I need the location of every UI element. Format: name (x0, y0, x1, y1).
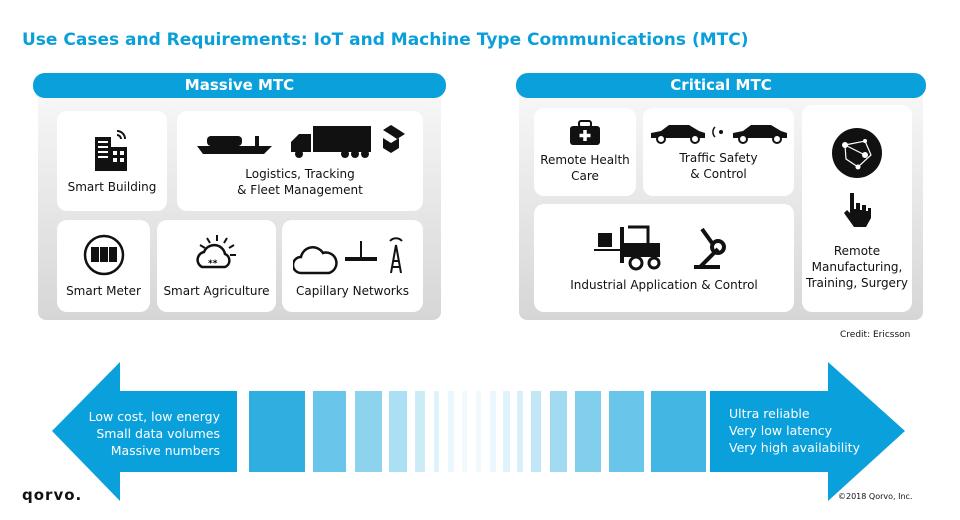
card-capillary-networks: Capillary Networks (282, 220, 423, 312)
ship-icon (197, 136, 272, 154)
card-smart-meter: Smart Meter (57, 220, 150, 312)
card-remote-health-care: Remote Health Care (534, 108, 636, 196)
page-title: Use Cases and Requirements: IoT and Mach… (22, 30, 749, 50)
stripe (651, 391, 706, 472)
stripe (550, 391, 567, 472)
robot-arm-icon (694, 227, 726, 269)
massive-requirements: Low cost, low energy Small data volumes … (60, 408, 220, 459)
smart-building-icon (95, 130, 127, 171)
globe-network-icon (832, 127, 882, 178)
card-label: Remote Health Care (540, 153, 630, 183)
requirement: Very high availability (729, 440, 860, 455)
card-label: Smart Building (67, 180, 157, 194)
box-icon (383, 125, 405, 153)
stripe (448, 391, 454, 472)
stripe (517, 391, 523, 472)
stripe (462, 391, 467, 472)
stripe (531, 391, 541, 472)
image-credit: Credit: Ericsson (840, 330, 911, 340)
copyright: ©2018 Qorvo, Inc. (838, 492, 913, 501)
card-label: Traffic Safety & Control (679, 151, 758, 181)
stripe (434, 391, 439, 472)
gradient-stripes (249, 391, 706, 472)
hand-pointer-icon (844, 192, 871, 227)
stripe (249, 391, 305, 472)
weather-icon: ** (195, 235, 236, 269)
right-arrow (710, 362, 905, 501)
stripe (575, 391, 601, 472)
logistics-icons (197, 125, 405, 158)
stripe (503, 391, 510, 472)
card-logistics: Logistics, Tracking & Fleet Management (177, 111, 423, 211)
card-label: Logistics, Tracking & Fleet Management (237, 167, 363, 197)
requirement: Small data volumes (96, 426, 220, 441)
card-industrial-application: Industrial Application & Control (534, 204, 794, 312)
svg-text:**: ** (208, 259, 218, 269)
network-icons (292, 237, 403, 275)
stripe (490, 391, 496, 472)
card-label: Capillary Networks (296, 284, 409, 298)
stripe (313, 391, 346, 472)
forklift-icon (594, 225, 661, 271)
card-label: Industrial Application & Control (570, 278, 758, 292)
requirement: Massive numbers (110, 443, 220, 458)
connected-cars-icon (650, 125, 787, 144)
industrial-icons (594, 225, 726, 271)
stripe (476, 391, 481, 472)
critical-mtc-header: Critical MTC (516, 73, 926, 98)
requirement: Ultra reliable (729, 406, 810, 421)
smart-meter-icon (83, 234, 124, 276)
card-label: Smart Agriculture (163, 284, 270, 298)
stripe (609, 391, 644, 472)
card-remote-manufacturing: Remote Manufacturing, Training, Surgery (802, 105, 912, 312)
qorvo-logo: qorvo. (22, 486, 83, 504)
card-label: Remote Manufacturing, Training, Surgery (806, 243, 908, 290)
truck-icon (291, 126, 371, 158)
card-smart-agriculture: ** Smart Agriculture (157, 220, 276, 312)
stripe (355, 391, 382, 472)
stripe (389, 391, 407, 472)
spectrum-arrow (52, 362, 905, 501)
left-arrow (52, 362, 237, 501)
requirement: Very low latency (729, 423, 833, 438)
card-traffic-safety: Traffic Safety & Control (643, 108, 794, 196)
critical-requirements: Ultra reliable Very low latency Very hig… (729, 405, 889, 456)
card-label: Smart Meter (66, 284, 141, 298)
first-aid-kit-icon (570, 120, 600, 145)
massive-mtc-header: Massive MTC (33, 73, 446, 98)
stripe (415, 391, 425, 472)
requirement: Low cost, low energy (88, 409, 220, 424)
card-smart-building: Smart Building (57, 111, 167, 211)
